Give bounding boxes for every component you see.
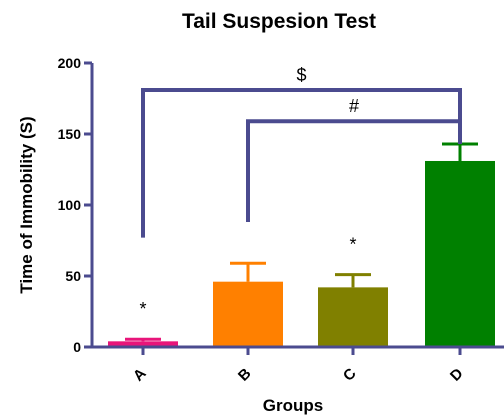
x-tick-label: B [235,365,255,385]
x-tick-label: D [447,365,467,385]
significance-bracket [246,119,462,223]
y-tick-label: 0 [73,339,81,355]
plot-area: 0 50 100 150 200 A B C D $ # * * [58,55,504,385]
bar-a [108,341,178,347]
significance-bracket [141,87,462,238]
y-axis-label: Time of Immobility (S) [17,116,36,293]
bar-c [318,287,388,347]
x-tick-label: C [340,365,360,385]
chart-title: Tail Suspesion Test [182,10,376,33]
y-tick-label: 200 [58,55,82,71]
bar-b [213,281,283,347]
bar-annotation: * [139,299,146,319]
y-tick-label: 100 [58,197,82,213]
x-tick-label: A [130,365,150,385]
bar-d [425,160,495,347]
y-tick-label: 150 [58,126,82,142]
y-tick-label: 50 [65,268,81,284]
bar-annotation: * [349,235,356,255]
significance-label: # [349,96,359,116]
x-axis-label: Groups [263,396,323,415]
significance-label: $ [296,65,306,85]
